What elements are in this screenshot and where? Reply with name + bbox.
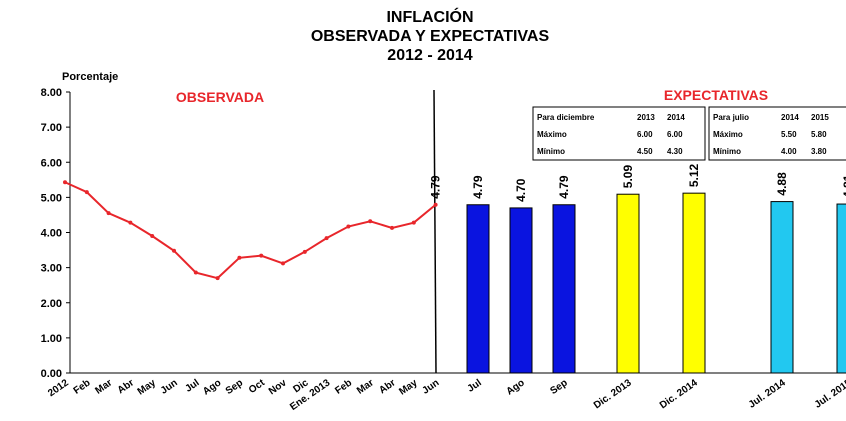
x-tick-label: Feb: [333, 377, 354, 396]
point: [84, 190, 89, 195]
x-tick-label: Abr: [116, 377, 137, 396]
x-tick-label: Sep: [224, 377, 245, 397]
table-cell: Máximo: [713, 130, 743, 139]
y-tick-label: 1.00: [41, 333, 62, 345]
x-tick-label: Dic. 2014: [658, 377, 700, 411]
bar: [682, 192, 706, 374]
table-cell: 6.00: [637, 130, 653, 139]
x-tick-label: Dic. 2013: [592, 377, 634, 411]
table-cell: Mínimo: [713, 147, 741, 156]
section-label: OBSERVADA: [176, 89, 264, 105]
chart-title: OBSERVADA Y EXPECTATIVAS: [311, 28, 550, 45]
x-tick-label: Mar: [93, 377, 114, 396]
y-tick-label: 0.00: [41, 368, 62, 380]
bar: [509, 207, 533, 374]
table-cell: 6.00: [667, 130, 683, 139]
value-label: 5.09: [621, 165, 635, 189]
x-tick-label: Jul. 2015: [813, 377, 846, 410]
x-tick-label: Ene. 2013: [288, 377, 332, 413]
x-tick-label: Feb: [72, 377, 93, 396]
point: [193, 270, 198, 275]
point: [215, 276, 220, 281]
point: [346, 224, 351, 229]
x-tick-label: Jul: [183, 377, 201, 394]
bar: [552, 204, 576, 374]
table-cell: Mínimo: [537, 147, 565, 156]
point: [237, 255, 242, 260]
x-tick-label: Ago: [201, 377, 223, 397]
x-tick-label: Jul: [466, 377, 484, 394]
table-cell: 4.00: [781, 147, 797, 156]
y-tick-label: 7.00: [41, 122, 62, 134]
point: [368, 219, 373, 224]
point: [63, 180, 67, 185]
y-tick-label: 5.00: [41, 192, 62, 204]
x-tick-label: Nov: [267, 377, 289, 397]
value-label: 4.88: [775, 172, 789, 196]
y-tick-label: 3.00: [41, 263, 62, 275]
value-label: 4.79: [471, 175, 485, 199]
table-cell: 4.30: [667, 147, 683, 156]
point: [106, 211, 111, 216]
value-label: 5.12: [687, 163, 701, 187]
table-cell: 2013: [637, 113, 655, 122]
value-label: 4.79: [557, 175, 571, 199]
value-label: 4.81: [841, 174, 846, 198]
chart-title: INFLACIÓN: [386, 7, 473, 26]
point: [281, 261, 285, 266]
bar: [836, 203, 846, 374]
table-cell: 2014: [667, 113, 685, 122]
bar: [616, 193, 640, 374]
bar: [770, 201, 794, 374]
x-tick-label: Jun: [420, 377, 441, 396]
table-cell: 4.50: [637, 147, 653, 156]
y-tick-label: 8.00: [41, 87, 62, 99]
point: [302, 249, 307, 254]
point: [172, 248, 176, 253]
table-cell: Para diciembre: [537, 113, 595, 122]
point: [411, 220, 416, 225]
value-label: 4.70: [514, 178, 528, 202]
x-tick-label: May: [136, 377, 159, 397]
y-tick-label: 6.00: [41, 157, 62, 169]
y-axis-label: Porcentaje: [62, 71, 118, 83]
x-tick-label: Sep: [548, 377, 569, 397]
table-box: [708, 106, 846, 161]
table-cell: 2014: [781, 113, 799, 122]
point: [259, 253, 264, 258]
x-tick-label: May: [397, 377, 420, 397]
y-tick-label: 4.00: [41, 228, 62, 240]
divider: [433, 89, 437, 374]
table-box: [532, 106, 706, 161]
table-cell: Máximo: [537, 130, 567, 139]
chart-title: 2012 - 2014: [387, 47, 473, 64]
table-cell: Para julio: [713, 113, 749, 122]
x-tick-label: 2012: [46, 377, 71, 399]
x-tick-label: Jun: [159, 377, 180, 396]
section-label: EXPECTATIVAS: [664, 87, 768, 103]
value-label: 4.79: [429, 175, 443, 199]
line: [64, 181, 437, 280]
table-cell: 2015: [811, 113, 829, 122]
x-tick-label: Ago: [504, 377, 526, 397]
table-cell: 3.80: [811, 147, 827, 156]
table-cell: 5.80: [811, 130, 827, 139]
x-tick-label: Abr: [377, 377, 398, 396]
x-tick-label: Oct: [247, 377, 268, 396]
point: [128, 220, 133, 225]
point: [150, 234, 155, 239]
point: [390, 225, 394, 230]
table-cell: 5.50: [781, 130, 797, 139]
point: [324, 236, 329, 241]
y-tick-label: 2.00: [41, 298, 62, 310]
bar: [466, 204, 490, 374]
point: [433, 202, 438, 207]
x-tick-label: Jul. 2014: [747, 377, 788, 410]
x-tick-label: Mar: [355, 377, 376, 396]
